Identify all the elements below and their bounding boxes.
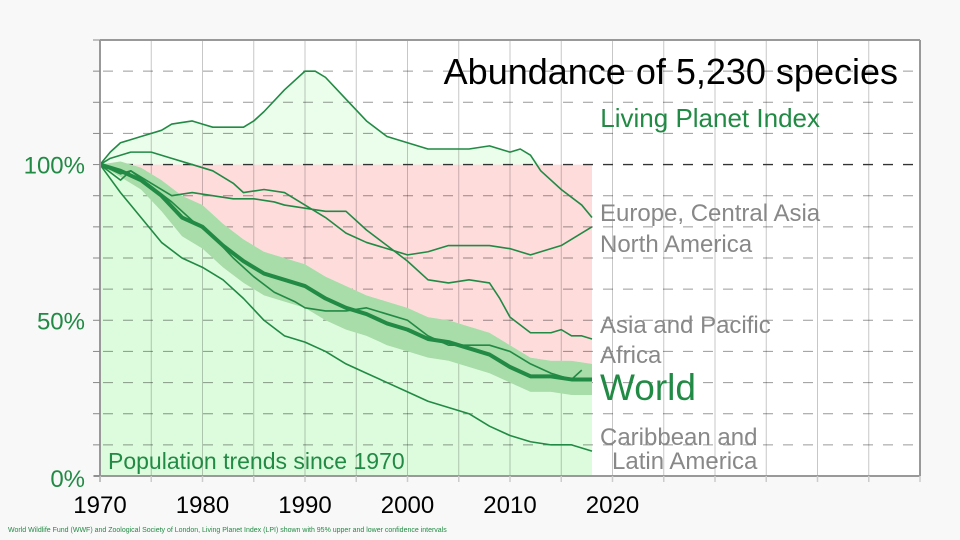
above-baseline-area bbox=[100, 71, 592, 165]
y-tick-label: 100% bbox=[24, 153, 85, 180]
area-layer bbox=[100, 71, 592, 477]
x-tick-label: 1980 bbox=[176, 492, 229, 519]
y-tick-label: 50% bbox=[37, 308, 85, 335]
chart-title: Abundance of 5,230 species bbox=[444, 51, 898, 92]
label-africa: Africa bbox=[600, 342, 662, 369]
x-tick-label: 1970 bbox=[73, 492, 126, 519]
series-line-world bbox=[99, 162, 592, 382]
series-line-europe-central-asia bbox=[99, 70, 593, 219]
label-europe-central-asia: Europe, Central Asia bbox=[600, 200, 821, 227]
inner-label: Population trends since 1970 bbox=[108, 448, 405, 474]
series-line-asia-and-pacific bbox=[99, 163, 593, 340]
confidence-band-layer bbox=[100, 161, 592, 396]
series-line-africa bbox=[99, 163, 583, 381]
world-confidence-band bbox=[100, 161, 592, 396]
below-area bbox=[100, 164, 592, 477]
tick-labels-layer: 1970 1980 1990 2000 2010 2020 0% 50% 100% bbox=[24, 153, 640, 519]
series-line-north-america bbox=[99, 151, 593, 256]
x-tick-label: 2020 bbox=[586, 492, 639, 519]
label-world: World bbox=[600, 367, 696, 408]
series-lines-layer bbox=[99, 70, 593, 452]
label-asia-pacific: Asia and Pacific bbox=[600, 312, 771, 339]
y-tick-label: 0% bbox=[50, 466, 85, 493]
label-latin-america: Latin America bbox=[612, 448, 758, 475]
x-tick-label: 2000 bbox=[381, 492, 434, 519]
axes-frame bbox=[93, 39, 921, 482]
label-caribbean: Caribbean and bbox=[600, 424, 757, 451]
series-line-caribbean-and-latin-america bbox=[99, 164, 593, 452]
chart-subtitle: Living Planet Index bbox=[600, 103, 820, 133]
decline-area bbox=[100, 161, 592, 364]
x-tick-label: 2010 bbox=[483, 492, 536, 519]
x-tick-label: 1990 bbox=[278, 492, 331, 519]
label-north-america: North America bbox=[600, 231, 753, 258]
footnote: World Wildlife Fund (WWF) and Zoological… bbox=[8, 527, 447, 534]
